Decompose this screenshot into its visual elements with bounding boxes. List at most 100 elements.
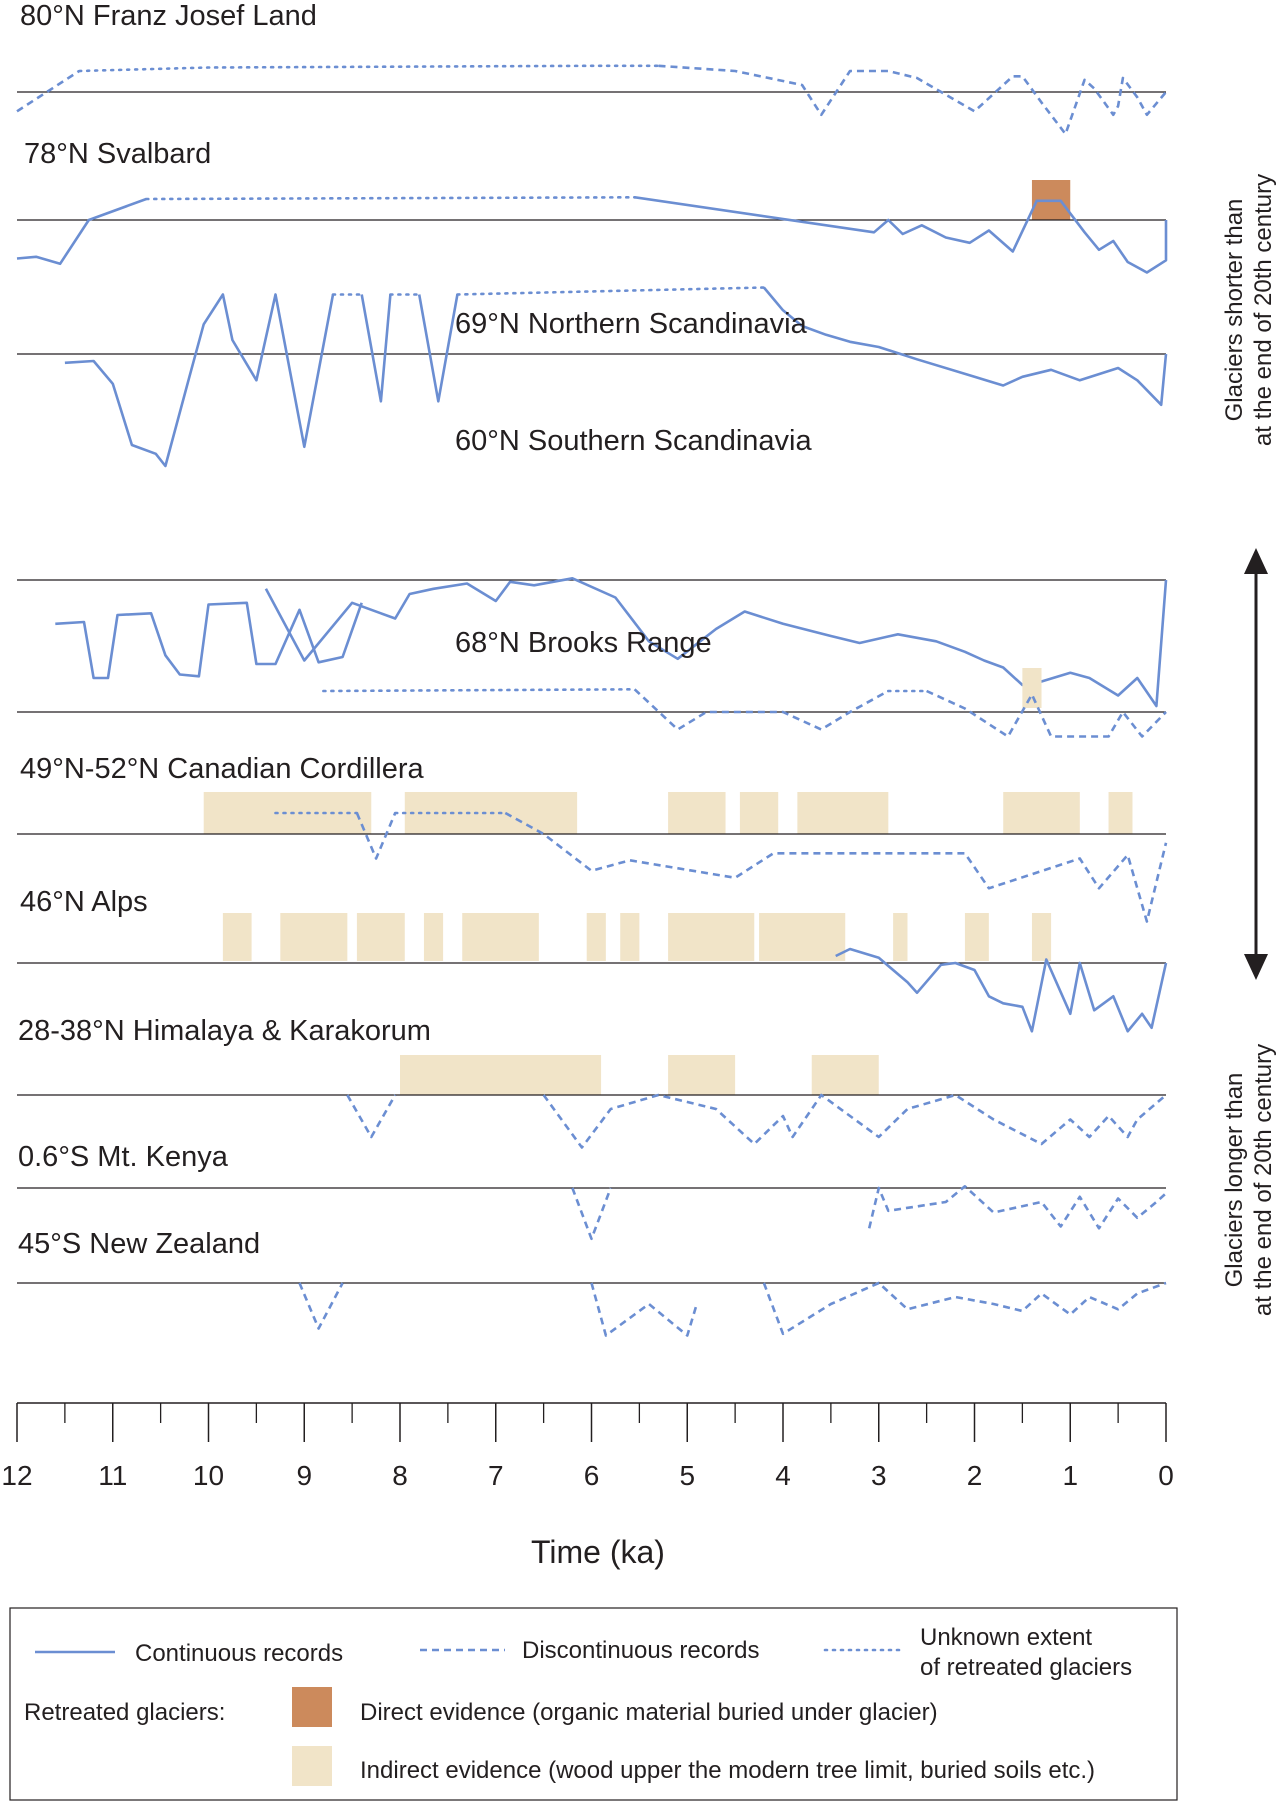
x-axis: 12 11 10 9 8 7 6 5 4 3 2 1 0 Time (ka) (1, 1402, 1174, 1570)
x-axis-title: Time (ka) (531, 1534, 665, 1570)
x-tick-label: 1 (1062, 1460, 1078, 1491)
region-4: 68°N Brooks Range (17, 627, 1167, 738)
series-dashed (633, 688, 889, 731)
side-label-top-2: at the end of 20th century (1250, 174, 1277, 446)
series-dotted (145, 196, 636, 201)
series-solid (835, 947, 1168, 1033)
side-label-top-1: Glaciers shorter than (1221, 199, 1248, 422)
series-solid (64, 293, 335, 468)
indirect-evidence-band (586, 913, 606, 961)
legend-retreated-label: Retreated glaciers: (24, 1699, 225, 1726)
x-tick-label: 3 (871, 1460, 887, 1491)
series-solid (417, 294, 459, 403)
region-1: 78°N Svalbard (16, 138, 1168, 274)
region-3: 60°N Southern Scandinavia (17, 425, 1168, 708)
region-7: 28-38°N Himalaya & Karakorum (17, 1015, 1167, 1149)
legend: Continuous records Discontinuous records… (9, 1607, 1178, 1801)
region-5: 49°N-52°N Canadian Cordillera (17, 753, 1168, 923)
x-tick-label: 7 (488, 1460, 504, 1491)
indirect-evidence-band (462, 913, 539, 961)
side-label-bottom-1: Glaciers longer than (1221, 1073, 1248, 1288)
side-annotation: Glaciers shorter than at the end of 20th… (1221, 174, 1277, 1316)
x-tick-label: 0 (1158, 1460, 1174, 1491)
series-dashed (926, 689, 1167, 738)
region-2: 69°N Northern Scandinavia (17, 286, 1168, 468)
indirect-evidence-band (400, 1055, 602, 1095)
legend-continuous-label: Continuous records (135, 1640, 343, 1667)
legend-indirect-swatch (292, 1746, 332, 1786)
indirect-evidence-band (1108, 792, 1133, 834)
legend-direct-label: Direct evidence (organic material buried… (360, 1699, 938, 1726)
series-solid (264, 576, 1168, 708)
arrow-down-icon (1244, 954, 1268, 980)
legend-direct-swatch (292, 1687, 332, 1727)
series-solid (55, 601, 363, 680)
series-dashed (298, 1282, 344, 1330)
x-tick-label: 11 (98, 1460, 127, 1491)
x-tick-label: 8 (392, 1460, 408, 1491)
series-dashed (16, 69, 80, 113)
region-9: 45°S New Zealand (17, 1228, 1167, 1337)
region-label: 60°N Southern Scandinavia (455, 425, 812, 457)
series-dashed (658, 64, 1167, 136)
region-8: 0.6°S Mt. Kenya (17, 1141, 1167, 1241)
x-tick-label: 5 (679, 1460, 695, 1491)
side-label-bottom-2: at the end of 20th century (1250, 1044, 1277, 1316)
indirect-evidence-band (759, 913, 846, 961)
indirect-evidence-band (1003, 792, 1080, 834)
region-label: 80°N Franz Josef Land (20, 0, 317, 32)
x-tick-label: 6 (584, 1460, 600, 1491)
indirect-evidence-band (222, 913, 252, 961)
indirect-evidence-band (811, 1055, 879, 1095)
series-solid (360, 294, 392, 403)
legend-box (9, 1607, 1178, 1801)
indirect-evidence-band (356, 913, 405, 961)
x-tick-label: 9 (296, 1460, 312, 1491)
series-dotted (322, 687, 636, 693)
indirect-evidence-band (668, 913, 755, 961)
region-label: 78°N Svalbard (24, 138, 211, 170)
x-tick-label: 10 (193, 1460, 224, 1491)
indirect-evidence-band (964, 913, 989, 961)
x-tick-label: 2 (967, 1460, 983, 1491)
region-label: 45°S New Zealand (18, 1228, 260, 1260)
region-0: 80°N Franz Josef Land (16, 0, 1167, 136)
region-label: 46°N Alps (20, 886, 148, 918)
region-panels: 80°N Franz Josef Land 78°N Svalbard 69°N N… (16, 0, 1168, 1337)
legend-unknown-label-2: of retreated glaciers (920, 1654, 1132, 1681)
region-label: 28-38°N Himalaya & Karakorum (18, 1015, 431, 1047)
indirect-evidence-band (1022, 668, 1042, 708)
indirect-evidence-band (739, 792, 779, 834)
legend-unknown-label-1: Unknown extent (920, 1624, 1092, 1651)
series-dashed (346, 1094, 397, 1139)
region-label: 68°N Brooks Range (455, 627, 712, 659)
indirect-evidence-band (893, 913, 908, 961)
series-solid (762, 286, 1168, 407)
arrow-up-icon (1244, 548, 1268, 574)
region-label: 0.6°S Mt. Kenya (18, 1141, 229, 1173)
series-dotted (456, 286, 766, 296)
series-dashed (590, 1282, 699, 1337)
indirect-evidence-band (620, 913, 640, 961)
legend-discontinuous-label: Discontinuous records (522, 1637, 759, 1664)
indirect-evidence-band (668, 1055, 736, 1095)
indirect-evidence-band (668, 792, 726, 834)
x-ticks: 12 11 10 9 8 7 6 5 4 3 2 1 0 (1, 1403, 1174, 1491)
indirect-evidence-band (1031, 913, 1052, 961)
series-dashed (542, 1093, 1167, 1149)
series-solid (16, 197, 147, 266)
x-tick-label: 12 (1, 1460, 32, 1491)
indirect-evidence-band (797, 792, 889, 834)
series-solid (634, 196, 1168, 274)
indirect-evidence-band (203, 792, 372, 834)
indirect-evidence-band (423, 913, 444, 961)
indirect-evidence-band (280, 913, 348, 961)
series-dashed (355, 812, 397, 860)
series-dotted (77, 64, 660, 73)
series-dashed (571, 1187, 612, 1241)
x-tick-label: 4 (775, 1460, 791, 1491)
series-dashed (762, 1281, 1167, 1336)
region-6: 46°N Alps (17, 886, 1168, 1033)
region-label: 69°N Northern Scandinavia (455, 308, 808, 340)
